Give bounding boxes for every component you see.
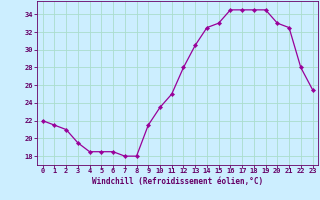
X-axis label: Windchill (Refroidissement éolien,°C): Windchill (Refroidissement éolien,°C) bbox=[92, 177, 263, 186]
